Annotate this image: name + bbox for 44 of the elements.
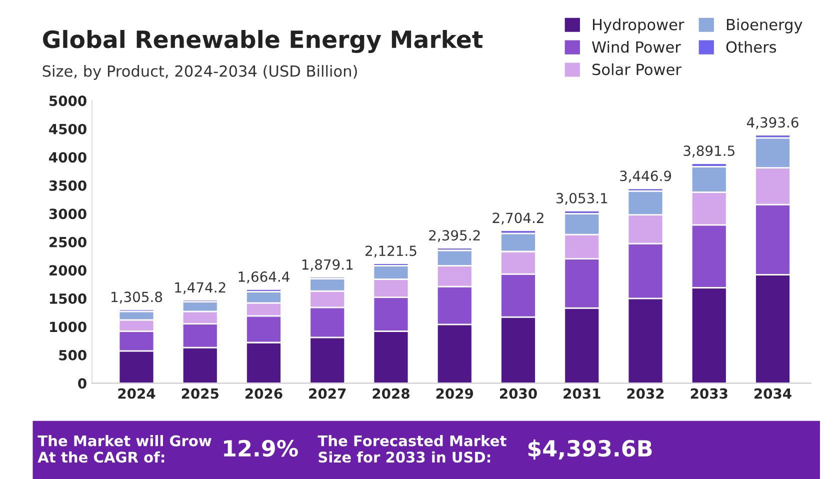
x-tick-label: 2034 <box>754 388 792 399</box>
y-tick-label: 5000 <box>50 96 86 106</box>
x-tick-label: 2029 <box>436 388 474 399</box>
x-tick-label: 2032 <box>627 388 664 399</box>
legend-label: Wind Power <box>592 40 681 53</box>
y-tick-label: 500 <box>59 350 86 360</box>
x-tick-label: 2033 <box>690 388 728 399</box>
x-tick-label: 2024 <box>118 388 156 399</box>
text: The Forecasted Market Size for 2033 in USD: <box>318 435 506 463</box>
chart-title: Global Renewable Energy Market <box>42 30 483 53</box>
total-label: 1,305.8 <box>112 292 162 304</box>
x-tick-label: 2030 <box>500 388 537 399</box>
legend-label: Bioenergy <box>726 18 802 34</box>
x-tick-label: 2028 <box>372 388 410 399</box>
y-tick-label: 3000 <box>49 208 86 220</box>
total-label: 2,121.5 <box>366 246 416 258</box>
x-tick-label: 2027 <box>309 388 346 399</box>
total-label: 2,395.2 <box>429 230 480 242</box>
text: 12.9% <box>224 440 298 457</box>
total-label: 1,664.4 <box>238 271 290 284</box>
legend-label: Others <box>726 40 776 53</box>
total-label: 1,474.2 <box>175 282 226 294</box>
chart-subtitle: Size, by Product, 2024-2034 (USD Billion) <box>42 65 357 80</box>
total-label: 1,879.1 <box>302 259 353 272</box>
total-label: 3,053.1 <box>556 192 608 205</box>
y-tick-label: 4500 <box>49 124 86 134</box>
x-tick-label: 2026 <box>246 388 282 399</box>
y-tick-label: 2000 <box>50 265 86 276</box>
text: The Market will Grow At the CAGR of: <box>38 435 212 463</box>
y-tick-label: 1000 <box>50 322 86 332</box>
legend-label: Solar Power <box>592 63 682 76</box>
total-label: 4,393.6 <box>746 117 798 130</box>
total-label: 3,446.9 <box>620 170 672 183</box>
total-label: 2,704.2 <box>492 212 544 225</box>
text: $4,393.6B <box>528 440 652 460</box>
total-label: 3,891.5 <box>684 146 734 158</box>
y-tick-label: 2500 <box>50 236 86 248</box>
x-tick-label: 2031 <box>564 388 600 399</box>
y-tick-label: 1500 <box>50 293 86 304</box>
x-tick-label: 2025 <box>182 388 218 399</box>
legend-label: Hydropower <box>592 18 684 34</box>
y-tick-label: 0 <box>78 378 86 389</box>
y-tick-label: 4000 <box>49 152 86 163</box>
y-tick-label: 3500 <box>49 180 86 191</box>
